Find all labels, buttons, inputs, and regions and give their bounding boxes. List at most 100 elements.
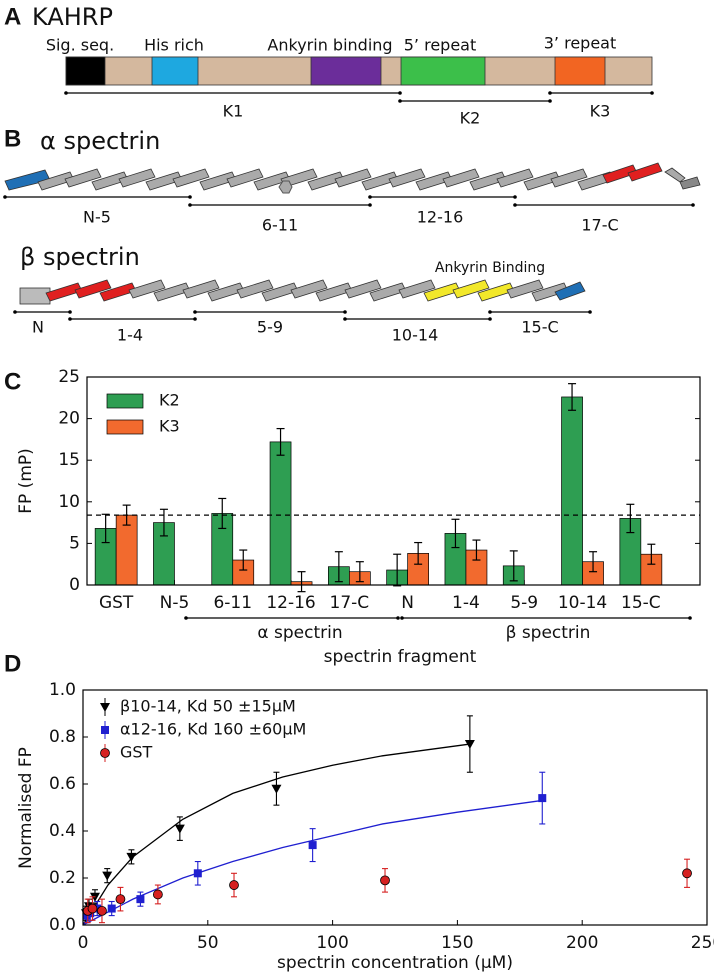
error-bar [472,539,481,561]
point [102,871,113,881]
protein-title: β spectrin [20,243,140,271]
repeat-segment [388,168,426,188]
fragment-label: K2 [460,109,481,128]
alpha-chain [4,162,701,191]
y-tick-label: 15 [58,450,80,470]
panel-label: B [4,125,21,152]
line-end [193,317,197,321]
fragment-label: N-5 [83,208,111,227]
line-end [513,195,517,199]
point [464,740,475,750]
error-bar [159,508,168,537]
y-tick-label: 20 [58,409,80,429]
error-bar [414,541,423,565]
repeat-segment [664,167,686,183]
line-end [68,310,72,314]
plot-frame [86,376,701,586]
point [115,894,126,905]
bar [269,441,292,586]
point [308,841,317,850]
line-end [691,203,695,207]
point [152,889,163,900]
plot-frame [82,689,708,926]
fit-curve [82,799,543,926]
domain-label: 3’ repeat [544,34,617,53]
bar [561,396,583,586]
y-tick-label: 0.8 [49,727,76,747]
point [380,875,390,886]
legend-swatch [106,419,144,435]
line-end [548,99,552,103]
line-end [548,91,552,95]
point [97,906,107,916]
group-label: β spectrin [506,623,591,643]
x-axis-label: spectrin fragment [324,647,477,667]
repeat-segment [290,279,328,299]
repeat-segment [334,168,372,188]
fragment-label: K1 [223,102,244,121]
line-end [488,317,492,321]
point [229,880,239,890]
point [271,784,282,794]
fragment-label: 12-16 [417,208,464,227]
x-axis-label: spectrin concentration (μM) [277,953,513,973]
legend-marker [100,748,110,758]
repeat-segment [554,281,586,301]
x-tick-label: N [401,593,414,613]
y-tick-label: 0.2 [49,868,76,888]
fragment-label: 15-C [521,318,558,337]
error-bar [239,549,248,571]
panel-label: D [4,650,21,677]
repeat-segment [172,168,210,188]
legend-label: α12-16, Kd 160 ±60μM [120,720,306,739]
repeat-segment [182,279,220,299]
line-end [193,310,197,314]
error-bar [276,427,285,456]
x-tick-label: 5-9 [510,593,538,613]
x-tick-label: 100 [316,933,348,953]
line-end [688,616,692,620]
error-bar [355,561,364,583]
line-end [343,317,347,321]
y-tick-label: 1.0 [49,680,76,700]
point [682,868,692,879]
fragment-label: N [32,318,44,337]
repeat-segment [64,168,102,188]
line-end [400,616,404,620]
error-bar [297,571,306,593]
point [538,794,547,803]
repeat-segment [442,168,480,188]
point [174,824,185,834]
y-axis-label: FP (mP) [16,448,36,514]
x-tick-label: 12-16 [266,593,315,613]
y-tick-label: 0.0 [49,915,76,935]
y-axis-label: Normalised FP [16,747,36,869]
x-tick-label: 0 [78,933,89,953]
x-tick-label: 250 [691,933,714,953]
legend-label: K3 [159,417,180,436]
fragment-lines [66,92,652,102]
legend-marker [100,703,110,712]
point [107,904,116,913]
line-end [184,616,188,620]
group-label: α spectrin [257,623,342,643]
legend-swatch [106,393,144,409]
beta-chain [19,279,586,305]
error-bar [218,497,227,530]
error-bar [626,503,635,534]
fragment-label: 10-14 [392,326,439,345]
line-end [3,195,7,199]
x-tick-label: 200 [566,933,598,953]
error-bar [451,518,460,549]
x-tick-label: 150 [441,933,473,953]
fragment-label: 17-C [581,216,618,235]
panel-label: C [4,368,21,395]
fragment-label: K3 [590,102,611,121]
hexagon-icon [278,180,293,194]
y-tick-label: 0.4 [49,821,76,841]
line-end [650,91,654,95]
x-tick-label: 6-11 [213,593,252,613]
x-tick-label: 10-14 [558,593,607,613]
panel-label: A [4,3,21,30]
